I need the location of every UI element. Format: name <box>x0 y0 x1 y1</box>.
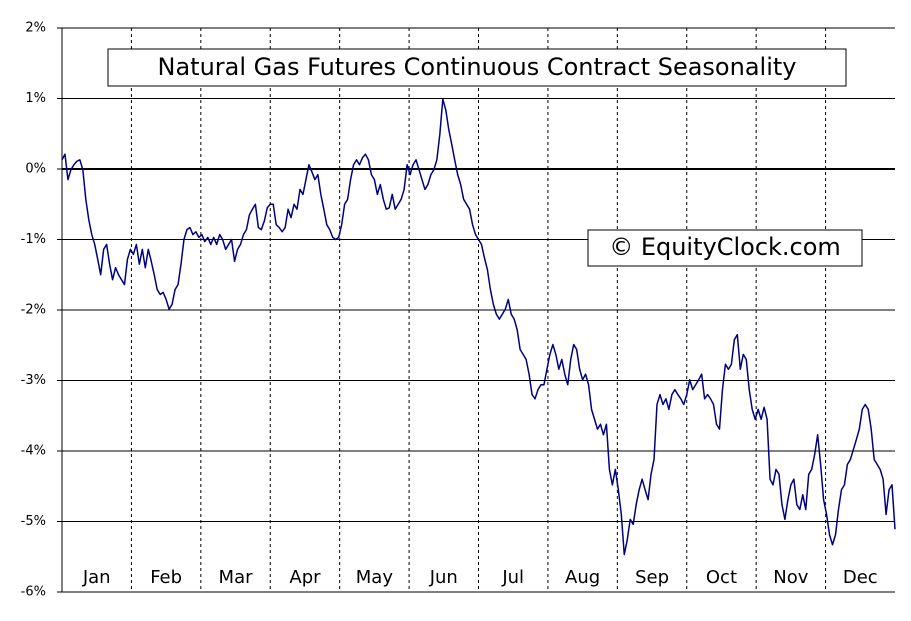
y-tick-label: -1% <box>21 232 46 247</box>
x-tick-label: Dec <box>843 567 878 588</box>
title-box <box>107 48 847 87</box>
x-tick-label: Oct <box>706 567 737 588</box>
y-tick-label: 1% <box>25 91 46 106</box>
series-line <box>61 98 896 556</box>
y-tick-label: -4% <box>21 444 46 459</box>
x-tick-label: Jan <box>82 567 111 588</box>
x-tick-label: Sep <box>635 567 669 588</box>
x-tick-label: Jul <box>501 567 524 588</box>
y-tick-label: -2% <box>21 303 46 318</box>
y-tick-label: -6% <box>21 585 46 600</box>
x-tick-label: Feb <box>150 567 182 588</box>
x-tick-label: Apr <box>289 567 321 588</box>
y-tick-label: -3% <box>21 373 46 388</box>
y-tick-label: -5% <box>21 514 46 529</box>
plot <box>61 98 896 556</box>
chart-title: Natural Gas Futures Continuous Contract … <box>158 53 797 81</box>
x-tick-label: May <box>356 567 394 588</box>
y-tick-label: 2% <box>25 21 46 36</box>
x-tick-label: Aug <box>565 567 600 588</box>
x-tick-label: Nov <box>773 567 808 588</box>
watermark: © EquityClock.com <box>609 233 841 261</box>
x-tick-label: Mar <box>219 567 254 588</box>
watermark-box <box>587 229 863 267</box>
y-tick-label: 0% <box>25 162 46 177</box>
x-tick-label: Jun <box>429 567 458 588</box>
